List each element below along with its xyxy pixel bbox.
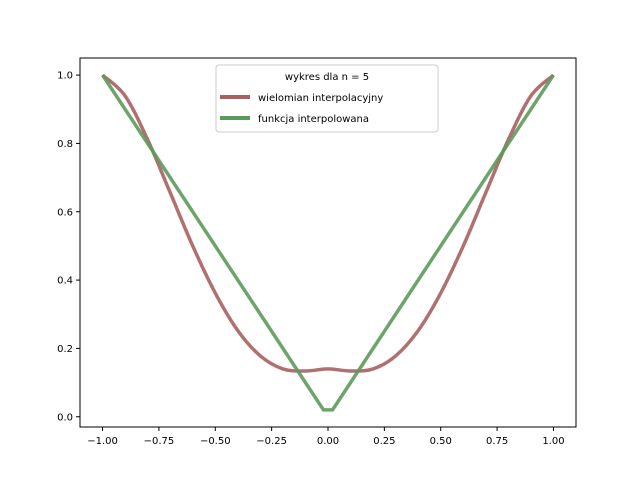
x-tick-label: −0.75 xyxy=(144,436,175,447)
legend-label-function: funkcja interpolowana xyxy=(258,114,369,125)
series-line-polynomial xyxy=(101,73,555,373)
x-tick-label: 1.00 xyxy=(542,436,564,447)
legend: wykres dla n = 5 wielomian interpolacyjn… xyxy=(215,64,439,133)
x-axis: −1.00 −0.75 −0.50 −0.25 0.00 0.25 0.50 0.75 1.00 xyxy=(87,427,565,447)
x-tick-label: 0.00 xyxy=(317,436,339,447)
legend-label-polynomial: wielomian interpolacyjny xyxy=(258,93,383,104)
series-line-function xyxy=(101,74,555,412)
y-tick-label: 0.4 xyxy=(57,276,73,287)
x-tick-label: −1.00 xyxy=(87,436,118,447)
x-tick-label: −0.50 xyxy=(200,436,231,447)
y-tick-label: 0.8 xyxy=(57,139,73,150)
x-tick-label: 0.50 xyxy=(430,436,452,447)
x-tick-label: −0.25 xyxy=(256,436,287,447)
y-tick-label: 1.0 xyxy=(57,71,73,82)
y-tick-label: 0.6 xyxy=(57,207,73,218)
y-tick-label: 0.0 xyxy=(57,412,73,423)
series-layer xyxy=(101,73,555,412)
legend-box xyxy=(215,64,439,133)
y-axis: 0.0 0.2 0.4 0.6 0.8 1.0 xyxy=(57,71,80,423)
x-tick-label: 0.25 xyxy=(373,436,395,447)
legend-title: wykres dla n = 5 xyxy=(285,72,369,83)
x-tick-label: 0.75 xyxy=(486,436,508,447)
y-tick-label: 0.2 xyxy=(57,344,73,355)
